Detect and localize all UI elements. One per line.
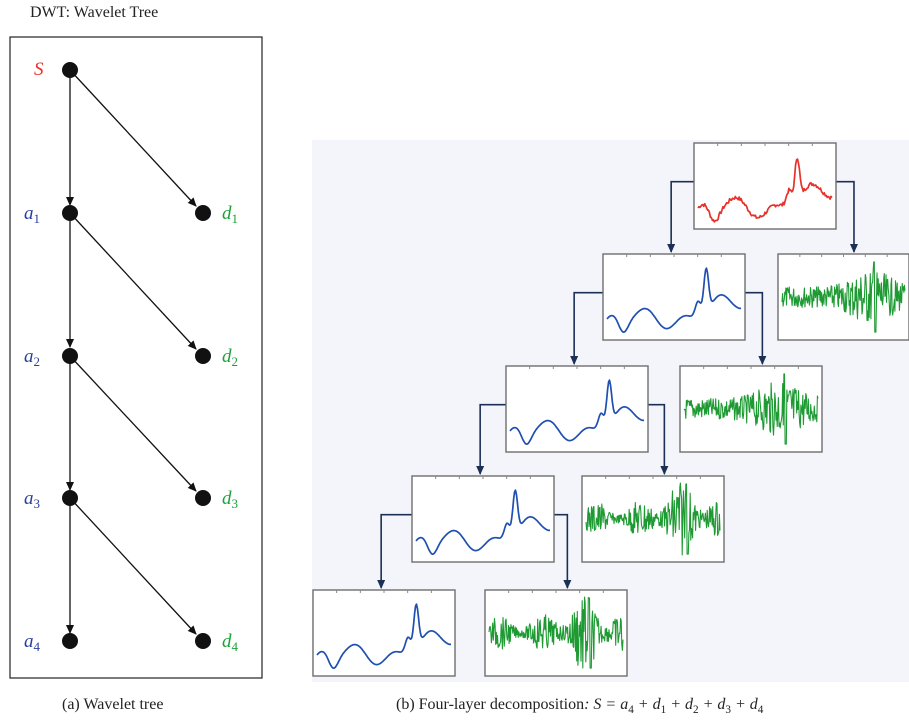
label-a2: a2 xyxy=(24,346,40,369)
plot-a4-signal xyxy=(316,603,451,669)
caption-b-sub-d2: 2 xyxy=(692,704,699,717)
plot-d3-signal xyxy=(585,482,721,556)
label-a1: a1 xyxy=(24,203,40,226)
caption-b-colon: : xyxy=(584,696,590,713)
node-a3 xyxy=(62,490,78,506)
node-d4 xyxy=(195,633,211,649)
connector-left-4 xyxy=(377,513,412,589)
caption-b-term2: + d xyxy=(666,696,693,713)
figure-title: DWT: Wavelet Tree xyxy=(30,4,159,21)
caption-b-term3: + d xyxy=(698,696,726,713)
plot-a1-frame xyxy=(602,253,746,341)
node-s xyxy=(62,62,78,78)
plot-a2-frame xyxy=(505,365,649,453)
plot-d2-signal xyxy=(683,373,819,445)
plot-a1 xyxy=(602,253,746,341)
edge-a2-d3 xyxy=(69,355,197,492)
caption-b-sub-d4: 4 xyxy=(757,704,764,717)
caption-b-sub-d3: 3 xyxy=(725,704,731,717)
plot-d3 xyxy=(581,475,725,563)
plot-d4-signal xyxy=(488,596,624,669)
plot-d1 xyxy=(777,253,909,341)
node-a4 xyxy=(62,633,78,649)
node-a1 xyxy=(62,205,78,221)
edge-a3-d4 xyxy=(69,497,197,635)
plot-a2 xyxy=(505,365,649,453)
plot-a4 xyxy=(312,589,456,677)
tree-edges xyxy=(66,69,197,635)
label-d4: d4 xyxy=(222,631,239,654)
decomposition-plots xyxy=(312,142,909,677)
caption-b: (b) Four-layer decomposition: S = a4 + d… xyxy=(396,696,763,716)
caption-b-sub-d1: 1 xyxy=(660,704,667,717)
label-d3: d3 xyxy=(222,488,238,511)
plot-d1-signal xyxy=(781,261,906,333)
connector-left-2 xyxy=(570,291,603,365)
caption-b-sub-a4: 4 xyxy=(628,704,634,717)
plot-a3-frame xyxy=(411,475,555,563)
connector-left-1 xyxy=(667,180,694,253)
edge-s-d1 xyxy=(69,69,197,207)
decomposition-connectors xyxy=(377,180,858,589)
node-d3 xyxy=(195,490,211,506)
plot-s-signal xyxy=(697,158,833,223)
caption-b-term4: + d xyxy=(730,696,758,713)
plot-a4-frame xyxy=(312,589,456,677)
plot-s xyxy=(693,142,837,230)
node-d1 xyxy=(195,205,211,221)
plot-d2 xyxy=(679,365,823,453)
caption-a: (a) Wavelet tree xyxy=(62,696,164,713)
label-a4: a4 xyxy=(24,631,41,654)
connector-left-3 xyxy=(476,403,506,475)
plot-d4 xyxy=(484,589,628,677)
tree-nodes xyxy=(62,62,211,649)
caption-b-prefix: (b) Four-layer decomposition xyxy=(396,696,585,713)
plot-a1-signal xyxy=(606,267,741,333)
tree-frame xyxy=(9,36,263,679)
connector-right-3 xyxy=(648,403,669,475)
label-d1: d1 xyxy=(222,203,238,226)
edge-a1-d2 xyxy=(69,212,197,350)
label-d2: d2 xyxy=(222,346,238,369)
caption-b-term1: + d xyxy=(633,696,661,713)
connector-right-1 xyxy=(836,180,858,253)
node-a2 xyxy=(62,348,78,364)
plot-a2-signal xyxy=(509,379,644,445)
connector-right-4 xyxy=(554,513,572,589)
node-d2 xyxy=(195,348,211,364)
label-s: S xyxy=(34,59,44,80)
plot-a3 xyxy=(411,475,555,563)
label-a3: a3 xyxy=(24,488,40,511)
plot-a3-signal xyxy=(415,489,550,555)
caption-b-eq: S = a xyxy=(593,696,629,713)
connector-right-2 xyxy=(745,291,767,365)
